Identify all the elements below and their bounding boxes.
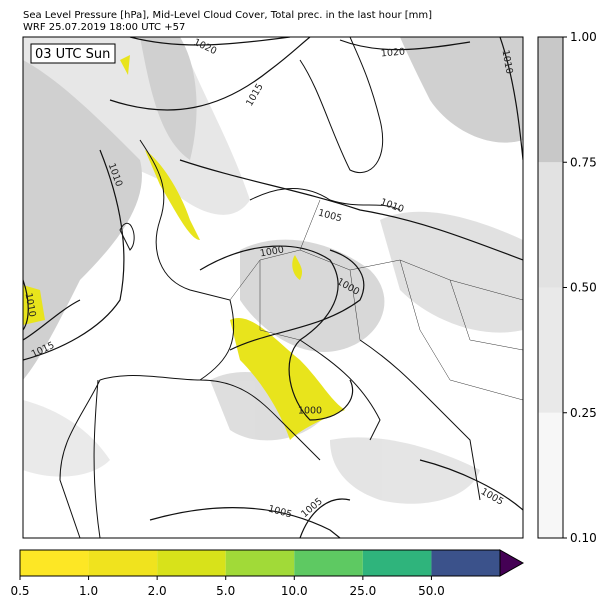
colorbar-tick-label: 10.0	[281, 584, 308, 598]
colorbar-segment	[88, 550, 158, 576]
precip-colorbar: 0.5 1.0 2.0 5.0 10.0 25.0 50.0	[10, 549, 525, 598]
subtitle: WRF 25.07.2019 18:00 UTC +57	[23, 22, 185, 33]
time-box	[30, 43, 116, 64]
colorbar-tick-label: 1.00	[570, 30, 597, 44]
map-frame	[22, 36, 524, 539]
colorbar-tick-label: 50.0	[418, 584, 445, 598]
colorbar-tick-label: 0.5	[10, 584, 29, 598]
colorbar-segment	[538, 37, 563, 163]
contour-label: 1010	[22, 292, 37, 318]
colorbar-tick-label: 5.0	[216, 584, 235, 598]
colorbar-extend	[499, 549, 525, 577]
colorbar-tick-label: 0.10	[570, 531, 597, 545]
colorbar-segment	[157, 550, 226, 576]
coastline	[59, 37, 481, 538]
contour-label: 1000	[259, 244, 285, 259]
cloud-colorbar: 0.10 0.25 0.50 0.75 1.00	[537, 30, 597, 545]
title: Sea Level Pressure [hPa], Mid-Level Clou…	[23, 10, 432, 21]
colorbar-frame	[19, 549, 501, 577]
colorbar-tick-label: 0.50	[570, 281, 597, 295]
colorbar-tick-label: 0.75	[570, 155, 597, 169]
colorbar-tick-label: 2.0	[148, 584, 167, 598]
contour-label: 1020	[380, 46, 405, 59]
colorbar-segment	[538, 412, 563, 538]
colorbar-tick-label: 0.25	[570, 406, 597, 420]
colorbar-segment	[20, 550, 89, 576]
colorbar-segment	[362, 550, 432, 576]
borders	[229, 199, 523, 401]
contour-label: 1010	[499, 49, 514, 75]
colorbar-segment	[538, 162, 563, 288]
contour-label: 1000	[298, 406, 322, 417]
colorbar-tick-label: 25.0	[349, 584, 376, 598]
isobars	[23, 37, 523, 538]
colorbar-segment	[294, 550, 363, 576]
colorbar-segment	[538, 287, 563, 413]
colorbar-segment	[225, 550, 295, 576]
time-label: 03 UTC Sun	[35, 47, 110, 62]
colorbar-tick-label: 1.0	[79, 584, 98, 598]
colorbar-segment	[431, 550, 500, 576]
